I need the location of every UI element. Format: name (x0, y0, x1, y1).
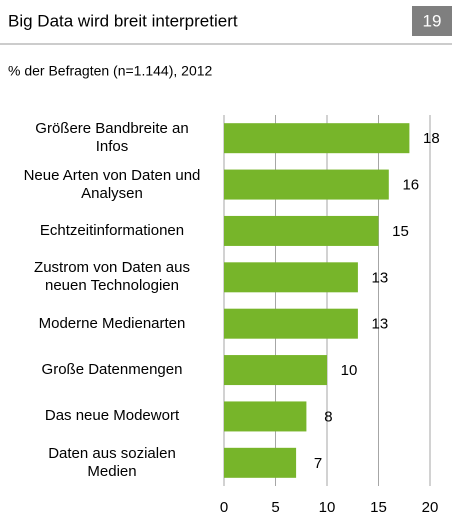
value-label: 7 (314, 455, 322, 472)
category-label: Daten aus sozialen Medien (48, 444, 176, 480)
x-tick-label: 15 (370, 499, 387, 515)
category-label: Größere Bandbreite an Infos (35, 120, 189, 156)
category-label: Zustrom von Daten aus neuen Technologien (34, 259, 190, 295)
bar (224, 215, 379, 246)
page-number-box (412, 6, 452, 36)
value-label: 16 (402, 177, 419, 194)
category-label: Große Datenmengen (41, 361, 183, 379)
page-number: 19 (423, 11, 442, 30)
value-label: 15 (392, 223, 409, 240)
value-label: 13 (372, 269, 389, 286)
category-label: Moderne Medienarten (38, 314, 186, 332)
x-tick-label: 5 (271, 499, 279, 515)
category-label: Neue Arten von Daten und Analysen (23, 166, 201, 202)
value-label: 8 (324, 408, 332, 425)
bar (224, 355, 327, 386)
value-label: 18 (423, 130, 440, 147)
subtitle: % der Befragten (n=1.144), 2012 (8, 63, 213, 79)
bar (224, 308, 358, 339)
x-tick-label: 20 (422, 499, 439, 515)
chart-title: Big Data wird breit interpretiert (8, 11, 238, 30)
value-label: 10 (341, 362, 358, 379)
value-label: 13 (372, 316, 389, 333)
bar (224, 447, 297, 478)
bar (224, 169, 389, 200)
category-label: Das neue Modewort (44, 407, 180, 425)
x-tick-label: 0 (220, 499, 228, 515)
bar (224, 123, 410, 154)
bar (224, 401, 307, 432)
x-tick-label: 10 (319, 499, 336, 515)
category-label: Echtzeitinformationen (39, 221, 185, 239)
bar (224, 262, 358, 293)
